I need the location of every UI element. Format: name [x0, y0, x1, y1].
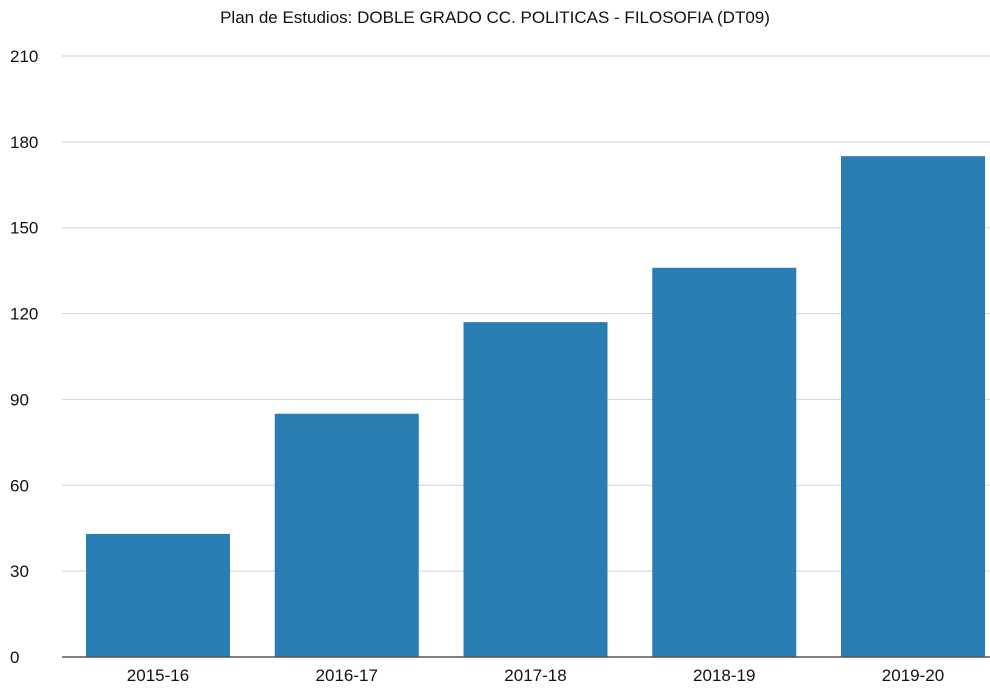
y-tick-label: 60	[10, 476, 29, 495]
bar-2017-18	[463, 322, 608, 657]
y-tick-label: 120	[10, 305, 38, 324]
x-axis-tick-labels: 2015-16 2016-17 2017-18 2018-19 2019-20	[127, 666, 944, 685]
y-axis-tick-labels: 0 30 60 90 120 150 180 210	[10, 47, 38, 667]
x-tick-label: 2015-16	[127, 666, 189, 685]
y-tick-label: 30	[10, 562, 29, 581]
bar-2016-17	[274, 413, 419, 657]
x-tick-label: 2019-20	[882, 666, 944, 685]
y-tick-label: 0	[10, 648, 19, 667]
bar-2015-16	[86, 533, 230, 657]
y-tick-label: 180	[10, 133, 38, 152]
x-tick-label: 2018-19	[693, 666, 755, 685]
chart-title: Plan de Estudios: DOBLE GRADO CC. POLITI…	[220, 8, 770, 27]
y-tick-label: 90	[10, 390, 29, 409]
bars	[86, 156, 985, 657]
bar-2019-20	[841, 156, 985, 657]
bar-2018-19	[652, 267, 797, 657]
x-tick-label: 2016-17	[316, 666, 378, 685]
y-tick-label: 210	[10, 47, 38, 66]
y-tick-label: 150	[10, 219, 38, 238]
x-tick-label: 2017-18	[504, 666, 566, 685]
